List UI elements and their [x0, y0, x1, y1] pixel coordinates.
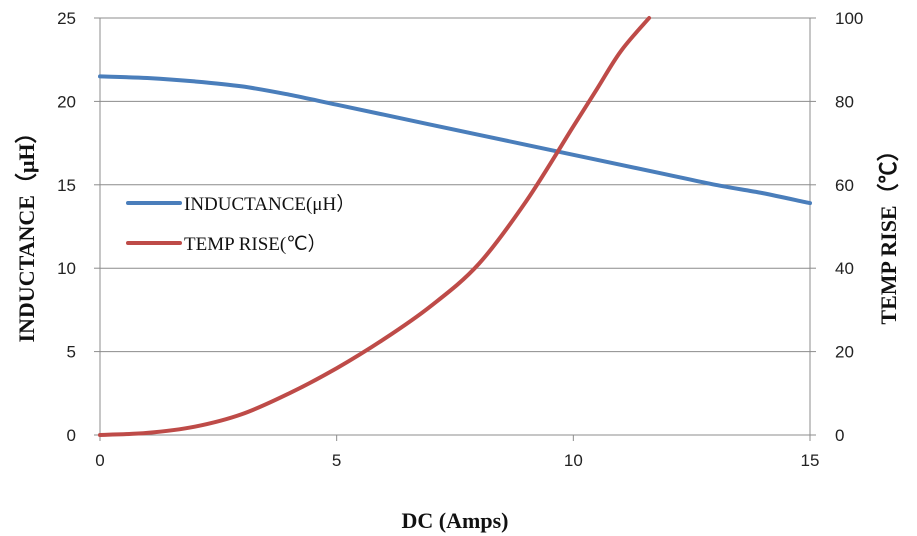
right-y-tick-label-0: 0	[835, 426, 844, 445]
x-tick-label-0: 0	[95, 451, 104, 470]
left-y-tick-labels: 0 5 10 15 20 25	[57, 9, 76, 445]
left-y-tick-label-4: 20	[57, 92, 76, 111]
right-y-tick-label-2: 40	[835, 259, 854, 278]
left-y-tick-label-5: 25	[57, 9, 76, 28]
right-y-tick-label-4: 80	[835, 92, 854, 111]
right-y-tick-labels: 0 20 40 60 80 100	[835, 9, 863, 445]
series-lines	[98, 16, 812, 437]
x-axis-title: DC (Amps)	[402, 508, 509, 533]
x-tick-label-2: 10	[564, 451, 583, 470]
left-y-tick-label-1: 5	[67, 343, 76, 362]
right-y-tick-label-5: 100	[835, 9, 863, 28]
right-y-tick-label-3: 60	[835, 176, 854, 195]
x-tick-label-3: 15	[801, 451, 820, 470]
left-y-tick-label-0: 0	[67, 426, 76, 445]
series-line-1	[98, 16, 652, 437]
series-line-0	[98, 74, 812, 206]
x-tick-labels: 0 5 10 15	[95, 451, 819, 470]
legend-label-inductance: INDUCTANCE(μH）	[184, 193, 355, 215]
left-y-tick-label-3: 15	[57, 176, 76, 195]
left-y-tick-label-2: 10	[57, 259, 76, 278]
axes	[94, 17, 816, 441]
x-tick-label-1: 5	[332, 451, 341, 470]
legend-label-temp-rise: TEMP RISE(℃）	[184, 233, 327, 255]
left-y-axis-title: INDUCTANCE（μH）	[14, 121, 39, 342]
gridlines	[100, 17, 810, 436]
right-y-axis-title: TEMP RISE（℃）	[876, 139, 901, 324]
right-y-tick-label-1: 20	[835, 343, 854, 362]
legend: INDUCTANCE(μH） TEMP RISE(℃）	[126, 193, 355, 255]
